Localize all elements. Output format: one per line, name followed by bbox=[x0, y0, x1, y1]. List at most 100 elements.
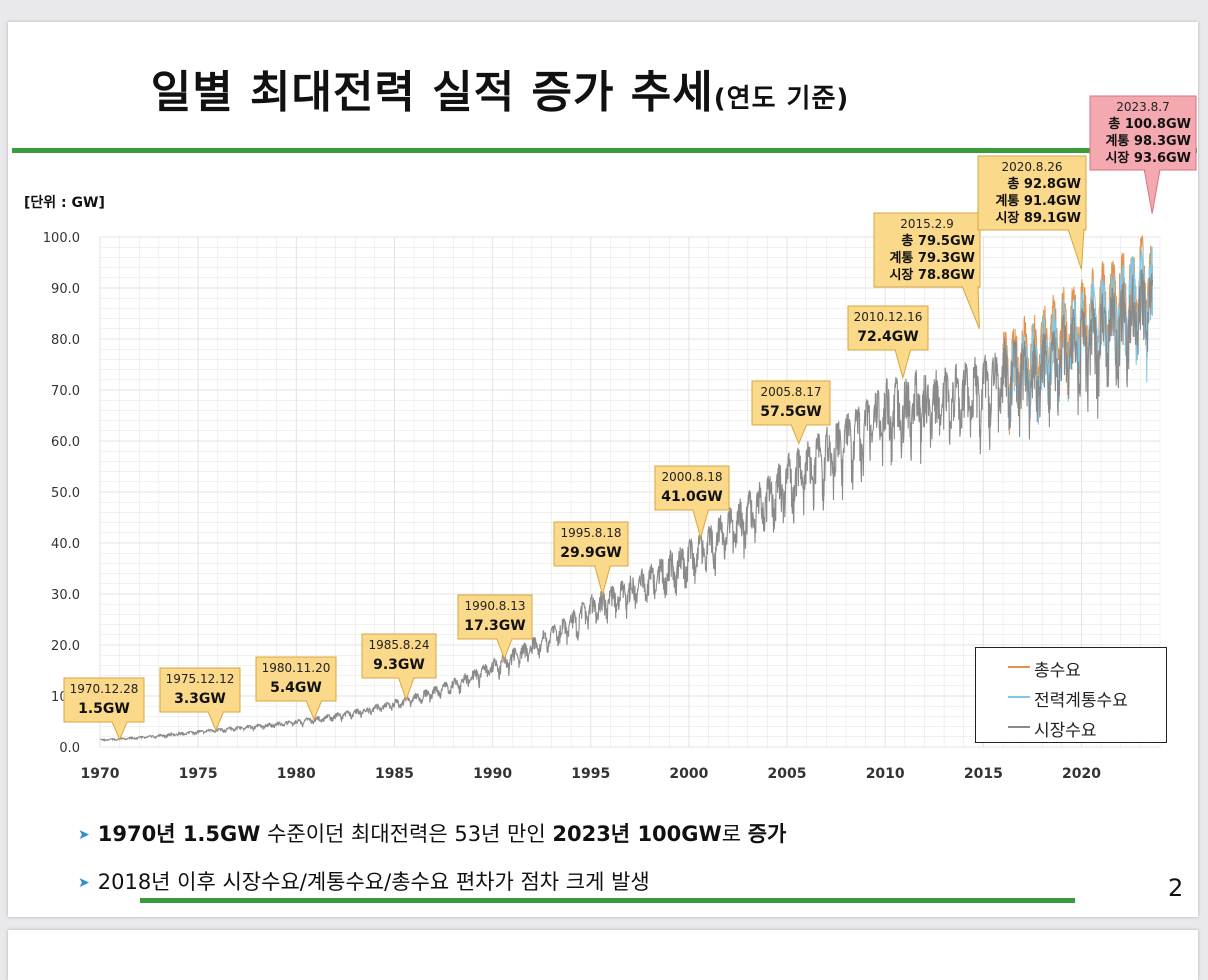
callout-joint bbox=[1069, 228, 1083, 231]
callout-value: 57.5GW bbox=[760, 404, 821, 420]
callout-value: 41.0GW bbox=[661, 489, 722, 505]
callout-date: 1985.8.24 bbox=[368, 638, 429, 652]
x-tick-label: 1995 bbox=[571, 766, 610, 782]
callout-box bbox=[159, 667, 241, 713]
unit-label: [단위 : GW] bbox=[24, 195, 105, 211]
arrow-bullet-icon: ➤ bbox=[78, 827, 90, 843]
legend-swatch-total bbox=[1008, 666, 1030, 668]
bullet-2: ➤ 2018년 이후 시장수요/계통수요/총수요 편차가 점차 크게 발생 bbox=[78, 870, 650, 894]
title-underline bbox=[12, 148, 1197, 153]
callout-joint bbox=[497, 637, 512, 640]
callout-value: 계통 79.3GW bbox=[889, 251, 975, 266]
callout-joint bbox=[595, 564, 610, 567]
legend-swatch-system bbox=[1008, 696, 1030, 698]
callout-joint bbox=[1145, 168, 1160, 171]
x-tick-label: 1990 bbox=[473, 766, 512, 782]
legend-item-total: 총수요 bbox=[1008, 656, 1081, 681]
title-main: 일별 최대전력 실적 증가 추세 bbox=[150, 67, 714, 118]
callout-value: 72.4GW bbox=[857, 329, 918, 345]
callout-value: 총 100.8GW bbox=[1108, 116, 1191, 132]
legend-item-market: 시장수요 bbox=[1008, 716, 1097, 741]
callout-value: 5.4GW bbox=[270, 680, 322, 696]
y-tick-label: 100.0 bbox=[43, 231, 80, 246]
bullet-1: ➤ 1970년 1.5GW 수준이던 최대전력은 53년 만인 2023년 100… bbox=[78, 822, 787, 846]
callout-2005.8.17: 2005.8.17 57.5GW bbox=[751, 380, 831, 445]
callout-box bbox=[255, 656, 337, 702]
callout-date: 1995.8.18 bbox=[560, 526, 621, 540]
x-tick-label: 1980 bbox=[277, 766, 316, 782]
x-tick-label: 2020 bbox=[1062, 766, 1101, 782]
x-axis-ticks: 1970 1975 1980 1985 1990 1995 2000 2005 2010 2015… bbox=[81, 766, 1102, 782]
callout-1985.8.24: 1985.8.24 9.3GW bbox=[361, 633, 437, 702]
callout-joint bbox=[963, 285, 977, 288]
callout-2010.12.16: 2010.12.16 72.4GW bbox=[847, 305, 929, 380]
callout-box bbox=[361, 633, 437, 679]
callout-box bbox=[553, 521, 629, 567]
x-tick-label: 2005 bbox=[768, 766, 807, 782]
callout-2000.8.18: 2000.8.18 41.0GW bbox=[654, 465, 730, 540]
legend: 총수요 전력계통수요 시장수요 bbox=[975, 647, 1167, 743]
callout-1995.8.18: 1995.8.18 29.9GW bbox=[553, 521, 629, 597]
callout-date: 1990.8.13 bbox=[464, 599, 525, 613]
callout-pointer bbox=[1067, 228, 1085, 270]
callout-1970.12.28: 1970.12.28 1.5GW bbox=[63, 677, 145, 741]
callout-joint bbox=[399, 676, 414, 679]
page-number: 2 bbox=[1168, 874, 1184, 902]
callout-value: 시장 89.1GW bbox=[995, 210, 1081, 226]
y-tick-label: 20.0 bbox=[51, 639, 80, 654]
callout-box bbox=[847, 305, 929, 351]
callout-date: 2000.8.18 bbox=[661, 470, 722, 484]
x-tick-label: 2015 bbox=[964, 766, 1003, 782]
callout-value: 총 92.8GW bbox=[1007, 176, 1081, 192]
callout-date: 2010.12.16 bbox=[854, 310, 923, 324]
callout-1980.11.20: 1980.11.20 5.4GW bbox=[255, 656, 337, 721]
callout-date: 1975.12.12 bbox=[166, 672, 235, 686]
callout-joint bbox=[791, 423, 806, 426]
y-tick-label: 0.0 bbox=[59, 741, 80, 756]
y-tick-label: 50.0 bbox=[51, 486, 80, 501]
callout-box bbox=[654, 465, 730, 511]
title-sub: (연도 기준) bbox=[713, 84, 850, 114]
bottom-underline bbox=[140, 898, 1075, 903]
callout-joint bbox=[306, 699, 321, 702]
x-tick-label: 1970 bbox=[81, 766, 120, 782]
callout-value: 29.9GW bbox=[560, 545, 621, 561]
callout-pointer bbox=[593, 564, 612, 597]
x-tick-label: 1975 bbox=[179, 766, 218, 782]
y-tick-label: 70.0 bbox=[51, 384, 80, 399]
series-line-market bbox=[100, 269, 1154, 743]
callout-box bbox=[63, 677, 145, 723]
callout-joint bbox=[112, 720, 127, 723]
callout-joint bbox=[693, 508, 708, 511]
callout-box bbox=[1089, 95, 1197, 171]
callout-date: 1980.11.20 bbox=[262, 661, 331, 675]
x-tick-label: 1985 bbox=[375, 766, 414, 782]
callout-value: 17.3GW bbox=[464, 618, 525, 634]
callout-value: 시장 78.8GW bbox=[889, 267, 975, 283]
callout-value: 9.3GW bbox=[373, 657, 425, 673]
callout-box bbox=[457, 594, 533, 640]
callout-value: 총 79.5GW bbox=[901, 233, 975, 249]
callout-value: 시장 93.6GW bbox=[1105, 150, 1191, 166]
x-tick-label: 2000 bbox=[669, 766, 708, 782]
callout-date: 2005.8.17 bbox=[760, 385, 821, 399]
callout-1975.12.12: 1975.12.12 3.3GW bbox=[159, 667, 241, 732]
callout-date: 2020.8.26 bbox=[1001, 160, 1062, 174]
y-tick-label: 90.0 bbox=[51, 282, 80, 297]
callout-date: 2023.8.7 bbox=[1116, 100, 1169, 114]
callout-date: 1970.12.28 bbox=[70, 682, 139, 696]
y-tick-label: 60.0 bbox=[51, 435, 80, 450]
callout-box bbox=[751, 380, 831, 426]
callout-date: 2015.2.9 bbox=[900, 217, 953, 231]
callouts: 1970.12.28 1.5GW 1975.12.12 3.3GW 1980.11.20… bbox=[63, 95, 1197, 741]
y-tick-label: 30.0 bbox=[51, 588, 80, 603]
legend-swatch-market bbox=[1008, 726, 1030, 728]
series-lines bbox=[100, 235, 1154, 743]
callout-value: 1.5GW bbox=[78, 701, 130, 717]
callout-value: 계통 98.3GW bbox=[1105, 134, 1191, 149]
callout-1990.8.13: 1990.8.13 17.3GW bbox=[457, 594, 533, 661]
callout-pointer bbox=[894, 348, 912, 380]
